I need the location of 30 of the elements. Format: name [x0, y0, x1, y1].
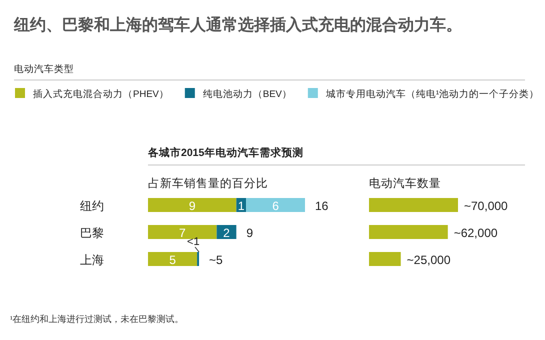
- chart-title: 纽约、巴黎和上海的驾车人通常选择插入式充电的混合动力车。: [13, 16, 462, 34]
- y-tick-label: 巴黎: [80, 226, 104, 240]
- data-label: 5: [169, 253, 176, 267]
- data-label: ~62,000: [454, 226, 498, 240]
- bar: [216, 225, 236, 239]
- bar: [246, 198, 305, 212]
- legend-label: 插入式充电混合动力（PHEV）: [33, 88, 169, 100]
- text: ¹在纽约和上海进行过测试，未在巴黎测试。: [10, 314, 184, 324]
- total-label: 9: [246, 226, 254, 240]
- data-label: <1: [187, 236, 200, 248]
- data-label: 9: [188, 199, 196, 213]
- bar: [148, 252, 198, 266]
- text: 各城市2015年电动汽车需求预测: [147, 146, 304, 159]
- bar: [148, 198, 236, 212]
- legend-title: 电动汽车类型: [14, 63, 74, 75]
- bar: [148, 225, 217, 239]
- chart-subtitle: 占新车销售量的百分比: [148, 176, 268, 190]
- data-label: 1: [238, 199, 245, 213]
- total-label: ~5: [209, 253, 224, 267]
- y-tick-label: 上海: [80, 253, 104, 267]
- legend-label: 城市专用电动汽车（纯电¹池动力的一个子分类）: [324, 88, 540, 100]
- legend-label: 纯电池动力（BEV）: [202, 88, 292, 100]
- y-tick-label: 纽约: [80, 199, 104, 213]
- total-label: 16: [315, 199, 329, 213]
- data-label: ~25,000: [406, 253, 451, 267]
- data-label: 6: [272, 199, 280, 213]
- data-label: 2: [223, 226, 230, 240]
- chart-subtitle: 电动汽车数量: [369, 176, 441, 190]
- data-label: ~70,000: [464, 199, 508, 213]
- data-label: 7: [179, 226, 186, 240]
